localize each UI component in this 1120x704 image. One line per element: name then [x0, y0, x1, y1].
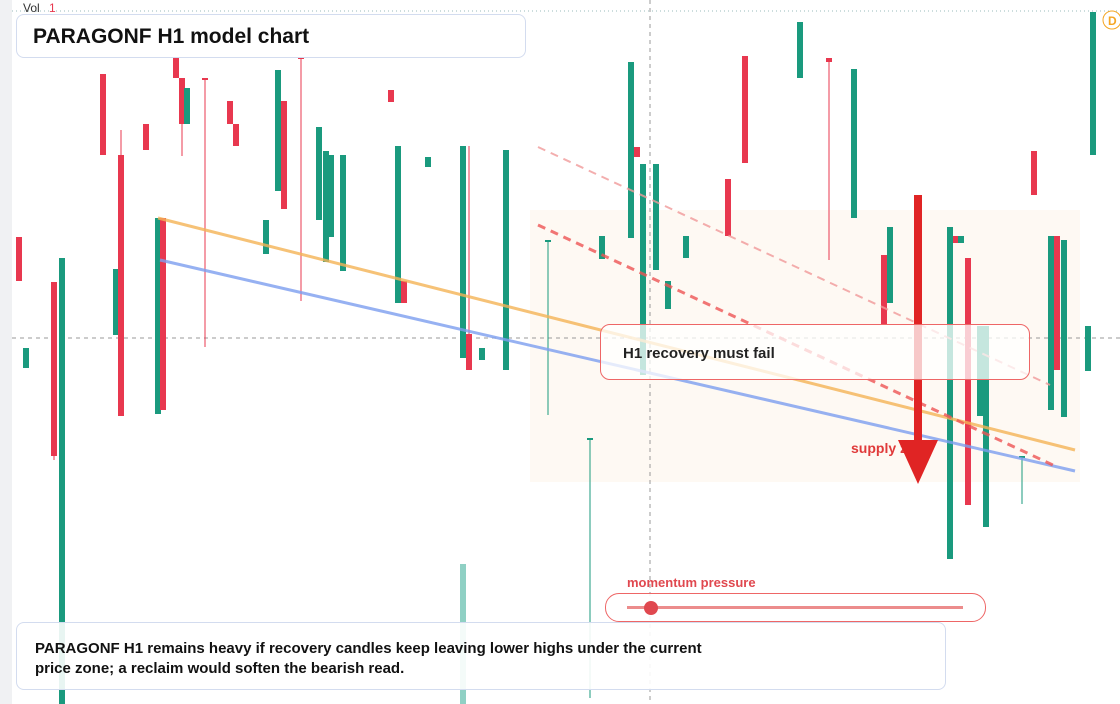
candle-body: [881, 255, 887, 325]
candle-body: [275, 70, 281, 191]
candle-body: [1054, 236, 1060, 370]
candle-body: [953, 236, 959, 243]
candle-body: [233, 124, 239, 146]
candle-body: [16, 237, 22, 281]
candle-body: [1031, 151, 1037, 195]
candle-body: [1019, 456, 1025, 458]
candle-body: [599, 236, 605, 259]
candle-body: [263, 220, 269, 254]
candle-body: [742, 56, 748, 163]
vol-label: Vol: [23, 1, 40, 15]
candle-body: [545, 240, 551, 242]
candle-body: [503, 150, 509, 370]
left-strip: [0, 0, 12, 704]
candle-body: [59, 258, 65, 704]
candle-body: [227, 101, 233, 124]
caption-text: PARAGONF H1 remains heavy if recovery ca…: [35, 640, 702, 677]
candle-body: [401, 281, 407, 303]
candle-body: [23, 348, 29, 368]
candle-body: [1090, 12, 1096, 155]
candle-body: [683, 236, 689, 258]
candle-body: [298, 57, 304, 59]
candle-body: [202, 78, 208, 80]
candle-body: [323, 151, 329, 262]
candle-body: [653, 164, 659, 270]
candle-body: [826, 58, 832, 62]
candle-body: [160, 218, 166, 410]
gauge-knob: [644, 601, 658, 615]
candle-body: [388, 90, 394, 102]
candle-body: [113, 269, 119, 335]
candle-body: [665, 281, 671, 309]
candle-body: [143, 124, 149, 150]
candle-body: [965, 258, 971, 505]
candle-body: [628, 62, 634, 238]
candle-body: [425, 157, 431, 167]
candle-body: [328, 155, 334, 237]
candle-body: [340, 155, 346, 271]
candle-body: [797, 22, 803, 78]
candle-body: [100, 74, 106, 155]
candle-body: [1061, 240, 1067, 417]
gauge-track: [627, 606, 963, 609]
candle-body: [184, 88, 190, 124]
candle-body: [281, 101, 287, 209]
candle-body: [316, 127, 322, 220]
candle-body: [460, 146, 466, 358]
candle-body: [118, 155, 124, 416]
candle-body: [395, 146, 401, 303]
callout: H1 recovery must fail: [600, 324, 1030, 380]
badge: D: [1108, 14, 1117, 28]
title: PARAGONF H1 model chart: [16, 14, 526, 58]
candle-body: [725, 179, 731, 236]
candle-body: [947, 227, 953, 559]
badge-ring: [1102, 10, 1120, 30]
candle-body: [887, 227, 893, 303]
arrow-head: [898, 440, 938, 484]
candle-body: [640, 164, 646, 375]
caption: PARAGONF H1 remains heavy if recovery ca…: [16, 622, 946, 690]
candle-body: [155, 218, 161, 414]
candle-body: [479, 348, 485, 360]
candle-body: [958, 236, 964, 243]
gauge-label: momentum pressure: [627, 575, 756, 590]
candle-body: [173, 58, 179, 78]
vol-value: 1: [49, 1, 56, 15]
candle-body: [851, 69, 857, 218]
trend-line: [537, 146, 1051, 386]
gauge: [605, 593, 986, 622]
candle-body: [179, 78, 185, 124]
candle-body: [587, 438, 593, 440]
candle-body: [466, 334, 472, 370]
candle-body: [1048, 236, 1054, 410]
candle-body: [51, 282, 57, 456]
candle-body: [634, 147, 640, 157]
candle-body: [1085, 326, 1091, 371]
